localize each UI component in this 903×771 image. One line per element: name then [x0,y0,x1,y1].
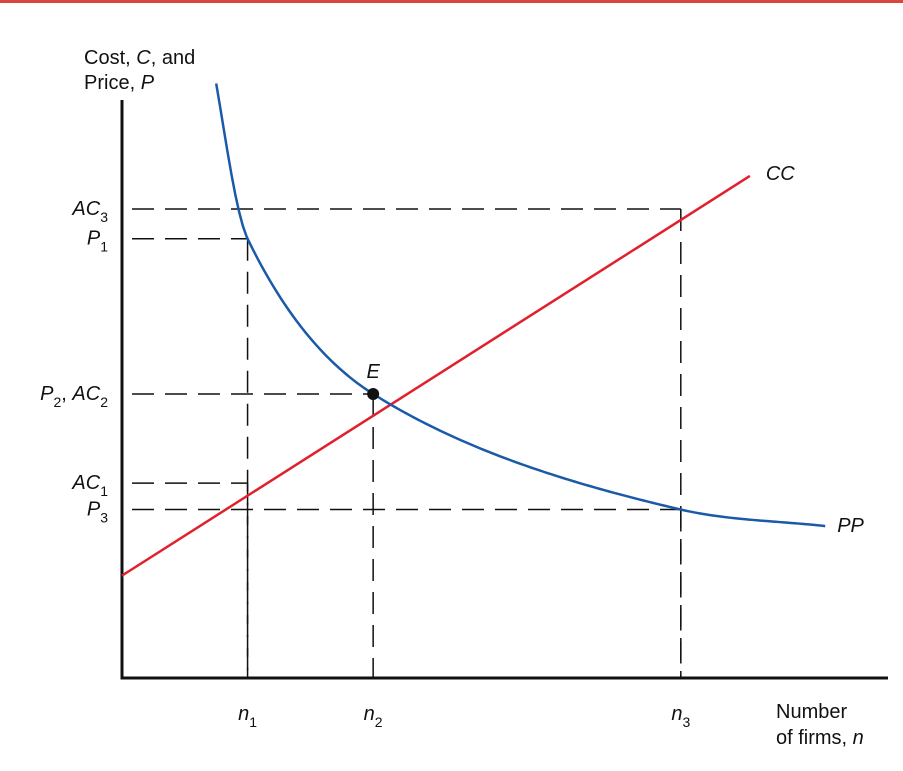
y-axis-label-line1: Cost, C, and [84,47,195,69]
top-rule [0,0,903,3]
cc-line [121,174,751,577]
y-axis-label-line2: Price, P [84,72,155,94]
equilibrium-label: E [366,361,380,383]
y-tick-label-AC3: AC3​ [71,198,108,225]
x-tick-label-n3: n3​ [671,703,690,730]
y-tick-label-P2AC2: P2​, AC2​ [40,383,108,410]
cc-label: CC [766,163,795,185]
equilibrium-point [367,387,380,400]
guide-lines [132,208,682,678]
y-tick-label-P1: P1​ [87,228,108,255]
series-layer: CC PP E [121,83,865,577]
x-axis-label-line1: Number [776,701,847,723]
x-tick-label-n1: n1​ [238,703,257,730]
x-tick-label-n2: n2​ [364,703,383,730]
tick-labels: AC3​ P1​ P2​, AC2​ AC1​P3​ n1​ n2​ n3​ [40,198,690,730]
x-axis-label-line2: of firms, n [776,727,864,749]
y-tick-label-P3: P3​ [87,499,108,526]
pp-curve [214,83,826,528]
y-tick-label-AC1: AC1​ [71,472,108,499]
pp-label: PP [837,515,864,537]
axes [120,100,888,680]
